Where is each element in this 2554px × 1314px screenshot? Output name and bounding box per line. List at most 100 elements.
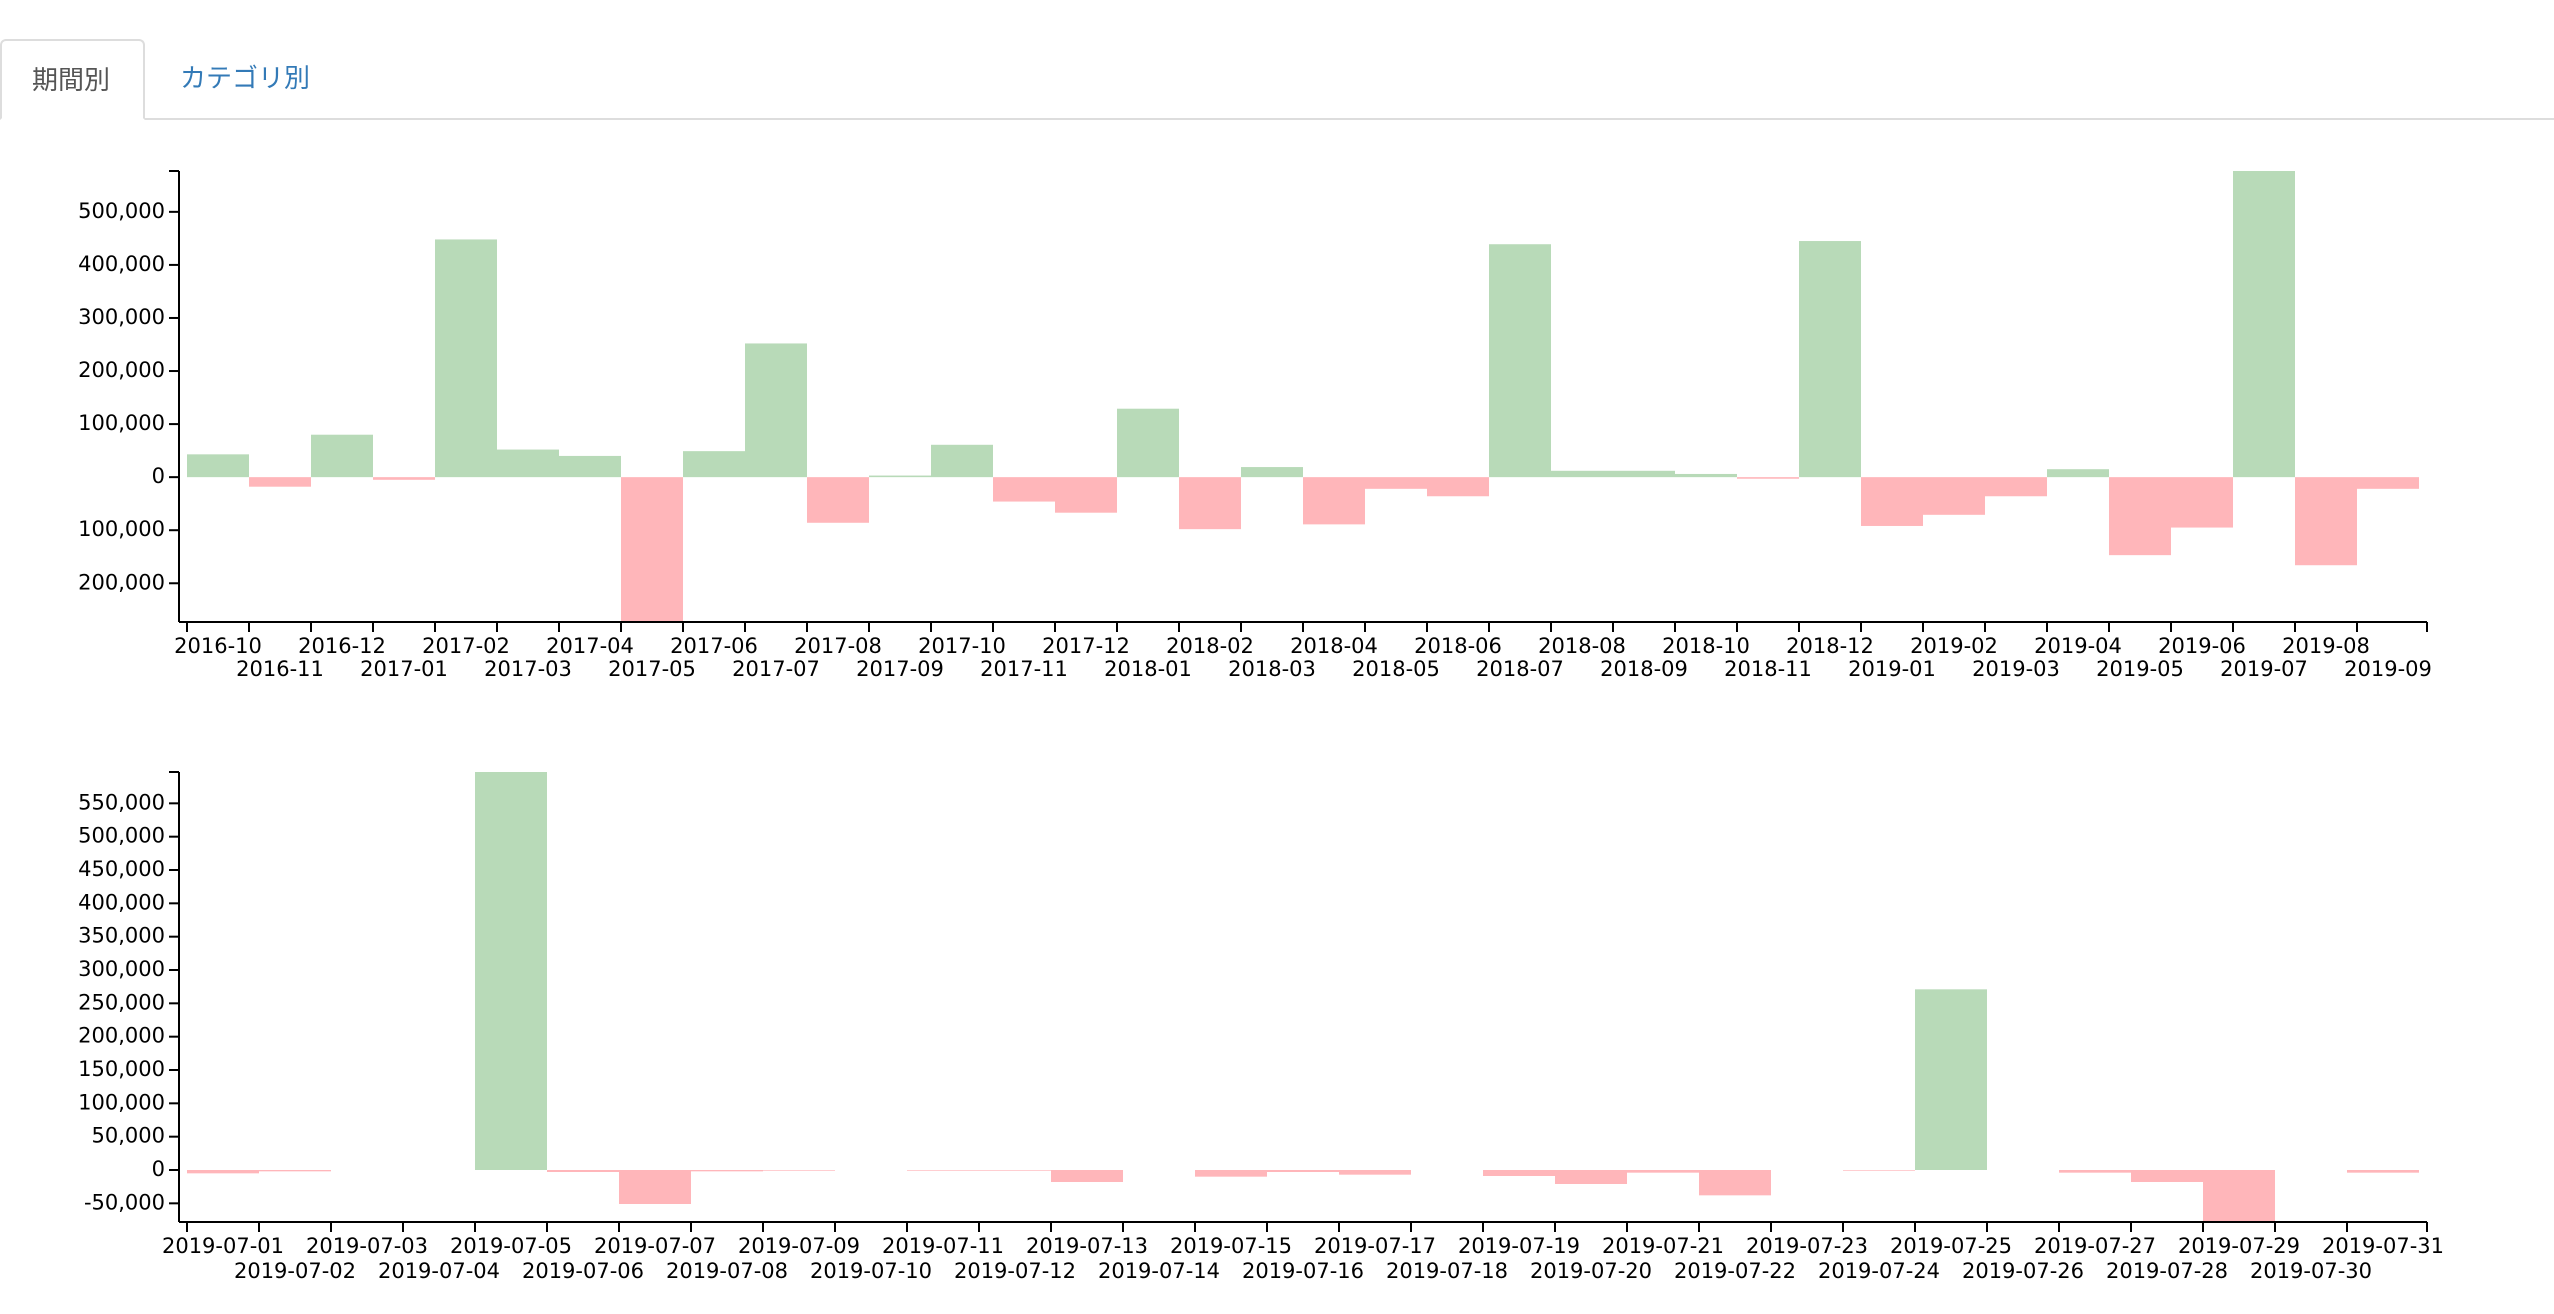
bar	[2203, 1170, 2275, 1222]
bar	[745, 343, 807, 478]
bar	[993, 477, 1055, 502]
x-tick-label: 2019-07-25	[1890, 1234, 2012, 1258]
x-tick-label: 2018-02	[1166, 634, 1254, 658]
bar	[1985, 477, 2047, 497]
bar	[2047, 469, 2109, 478]
bar	[683, 451, 745, 478]
x-tick-label: 2019-07-29	[2178, 1234, 2300, 1258]
x-tick-label: 2019-07-31	[2322, 1234, 2444, 1258]
x-tick-label: 2019-07-02	[234, 1259, 356, 1283]
bar	[931, 444, 993, 478]
bar	[1267, 1170, 1339, 1172]
bar	[1051, 1170, 1123, 1182]
x-tick-label: 2017-02	[422, 634, 510, 658]
x-tick-label: 2019-07-08	[666, 1259, 788, 1283]
bar	[435, 239, 497, 478]
y-tick-label: 300,000	[78, 305, 165, 329]
y-tick-label: 200,000	[78, 358, 165, 382]
x-tick-label: 2018-07	[1476, 657, 1564, 681]
y-tick-label: 450,000	[78, 857, 165, 881]
x-tick-label: 2017-07	[732, 657, 820, 681]
x-tick-label: 2017-08	[794, 634, 882, 658]
y-tick-label: 0	[152, 1157, 165, 1181]
y-tick-label: 350,000	[78, 924, 165, 948]
x-tick-label: 2017-10	[918, 634, 1006, 658]
y-tick-label: 100,000	[78, 1090, 165, 1114]
tab-bar: 期間別 カテゴリ別	[0, 39, 2554, 120]
y-tick-label: 50,000	[92, 1124, 165, 1148]
bar	[475, 772, 547, 1170]
x-tick-label: 2017-01	[360, 657, 448, 681]
bar	[1483, 1170, 1555, 1176]
bar	[1915, 989, 1987, 1170]
y-tick-label: 300,000	[78, 957, 165, 981]
bar	[559, 455, 621, 478]
x-tick-label: 2019-07-18	[1386, 1259, 1508, 1283]
bar	[2131, 1170, 2203, 1182]
bar	[187, 1170, 259, 1174]
bar	[1613, 470, 1675, 478]
x-tick-label: 2018-01	[1104, 657, 1192, 681]
y-tick-label: 150,000	[78, 1057, 165, 1081]
bar	[1179, 477, 1241, 530]
y-tick-label: 550,000	[78, 790, 165, 814]
bar	[1627, 1170, 1699, 1173]
x-tick-label: 2019-07-20	[1530, 1259, 1652, 1283]
x-tick-label: 2017-05	[608, 657, 696, 681]
bar	[311, 434, 373, 478]
bar	[869, 475, 931, 478]
y-tick-label: 400,000	[78, 890, 165, 914]
tab[interactable]: 期間別	[0, 39, 145, 120]
bar	[763, 1170, 835, 1171]
bar	[1861, 477, 1923, 526]
x-tick-label: 2019-04	[2034, 634, 2122, 658]
x-tick-label: 2019-05	[2096, 657, 2184, 681]
x-tick-label: 2019-07-26	[1962, 1259, 2084, 1283]
x-tick-label: 2017-06	[670, 634, 758, 658]
x-tick-label: 2019-02	[1910, 634, 1998, 658]
bar	[2295, 477, 2357, 566]
tab[interactable]: カテゴリ別	[180, 64, 311, 94]
x-tick-label: 2019-07-03	[306, 1234, 428, 1258]
x-tick-label: 2019-07-05	[450, 1234, 572, 1258]
x-tick-label: 2019-07-24	[1818, 1259, 1940, 1283]
x-tick-label: 2019-07-11	[882, 1234, 1004, 1258]
x-tick-label: 2016-12	[298, 634, 386, 658]
bar	[1117, 408, 1179, 478]
bar	[1339, 1170, 1411, 1175]
x-tick-label: 2017-04	[546, 634, 634, 658]
x-tick-label: 2016-10	[174, 634, 262, 658]
bar	[1843, 1170, 1915, 1171]
bar	[2171, 477, 2233, 528]
x-tick-label: 2018-12	[1786, 634, 1874, 658]
x-tick-label: 2019-07-04	[378, 1259, 500, 1283]
x-tick-label: 2018-10	[1662, 634, 1750, 658]
bar	[691, 1170, 763, 1172]
bar	[2059, 1170, 2131, 1173]
y-tick-label: 100,000	[78, 517, 165, 541]
bar	[1365, 477, 1427, 489]
bar	[2233, 171, 2295, 478]
x-tick-label: 2019-07-30	[2250, 1259, 2372, 1283]
bar	[2347, 1170, 2419, 1173]
x-tick-label: 2018-06	[1414, 634, 1502, 658]
bar	[2357, 477, 2419, 489]
x-tick-label: 2018-05	[1352, 657, 1440, 681]
x-tick-label: 2017-11	[980, 657, 1068, 681]
bar	[497, 449, 559, 478]
bar	[187, 454, 249, 478]
bar	[621, 477, 683, 622]
x-tick-label: 2019-07-23	[1746, 1234, 1868, 1258]
bar	[547, 1170, 619, 1172]
bar	[1241, 467, 1303, 478]
x-tick-label: 2017-09	[856, 657, 944, 681]
x-tick-label: 2019-07-13	[1026, 1234, 1148, 1258]
x-tick-label: 2016-11	[236, 657, 324, 681]
bar	[249, 477, 311, 487]
bar	[1195, 1170, 1267, 1177]
bar	[1699, 1170, 1771, 1196]
bar	[1555, 1170, 1627, 1184]
x-tick-label: 2018-09	[1600, 657, 1688, 681]
x-tick-label: 2018-11	[1724, 657, 1812, 681]
